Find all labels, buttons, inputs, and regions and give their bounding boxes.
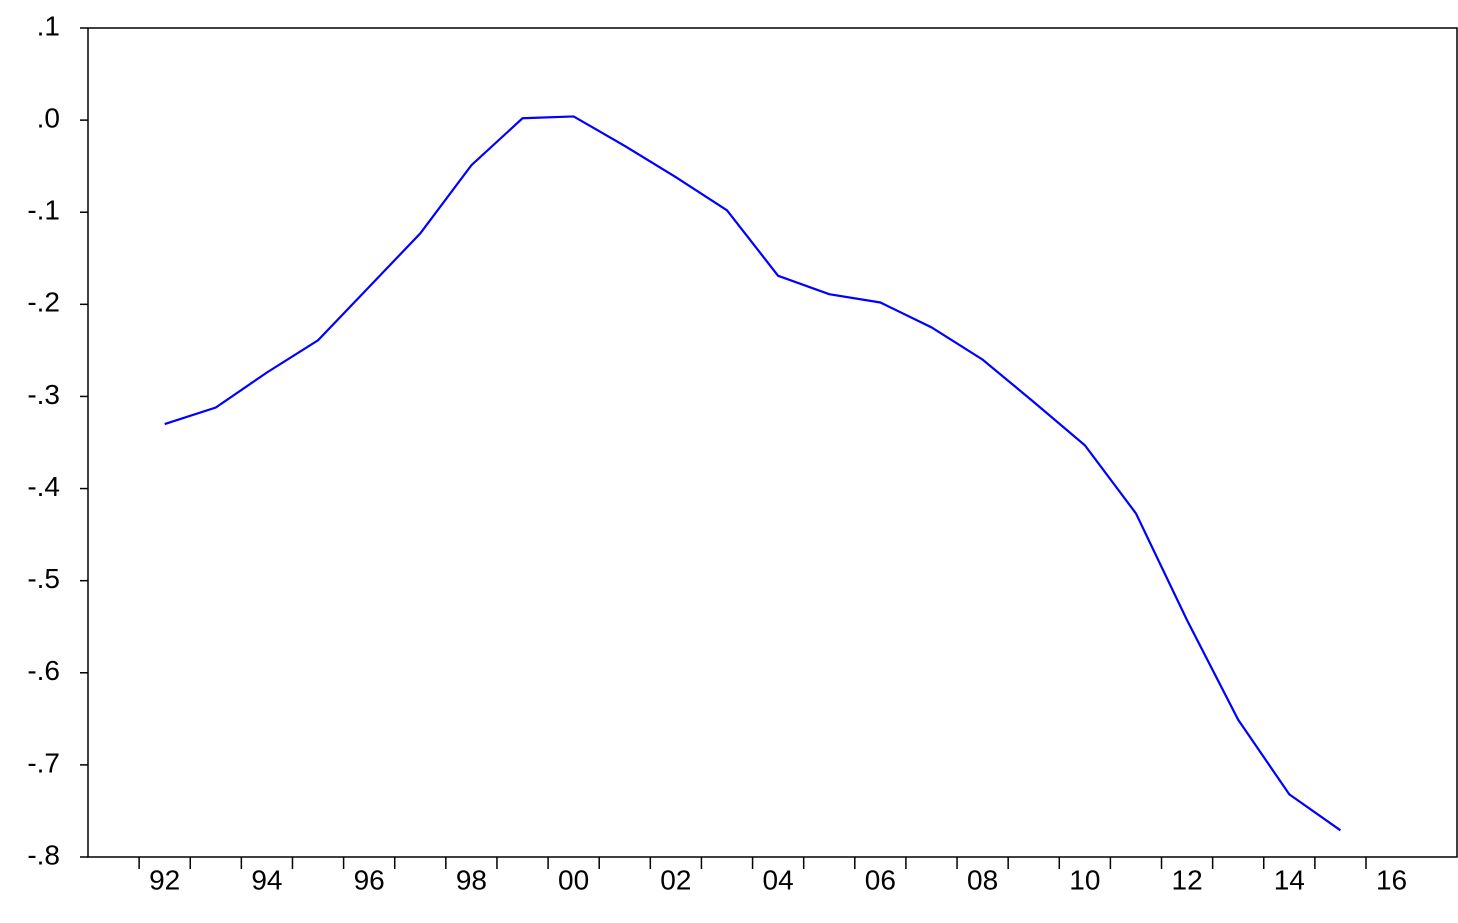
x-tick-label: 02 [660, 864, 691, 895]
y-tick-label: -.1 [27, 195, 60, 226]
y-tick-label: -.6 [27, 655, 60, 686]
y-tick-label: .1 [37, 10, 60, 41]
x-tick-label: 12 [1172, 864, 1203, 895]
x-tick-label: 94 [251, 864, 282, 895]
data-line [164, 115, 1342, 832]
y-tick-label: -.5 [27, 563, 60, 594]
x-tick-label: 06 [865, 864, 896, 895]
x-tick-label: 96 [354, 864, 385, 895]
y-tick-label: -.7 [27, 747, 60, 778]
x-tick-label: 14 [1274, 864, 1305, 895]
x-tick-label: 00 [558, 864, 589, 895]
x-tick-label: 08 [967, 864, 998, 895]
x-tick-label: 92 [149, 864, 180, 895]
x-tick-label: 98 [456, 864, 487, 895]
x-tick-label: 16 [1376, 864, 1407, 895]
y-tick-label: -.4 [27, 471, 60, 502]
y-tick-label: .0 [37, 103, 60, 134]
x-tick-label: 04 [763, 864, 794, 895]
y-tick-label: -.8 [27, 839, 60, 870]
x-tick-label: 10 [1069, 864, 1100, 895]
y-tick-label: -.2 [27, 287, 60, 318]
y-tick-label: -.3 [27, 379, 60, 410]
plot-frame [87, 27, 1458, 858]
